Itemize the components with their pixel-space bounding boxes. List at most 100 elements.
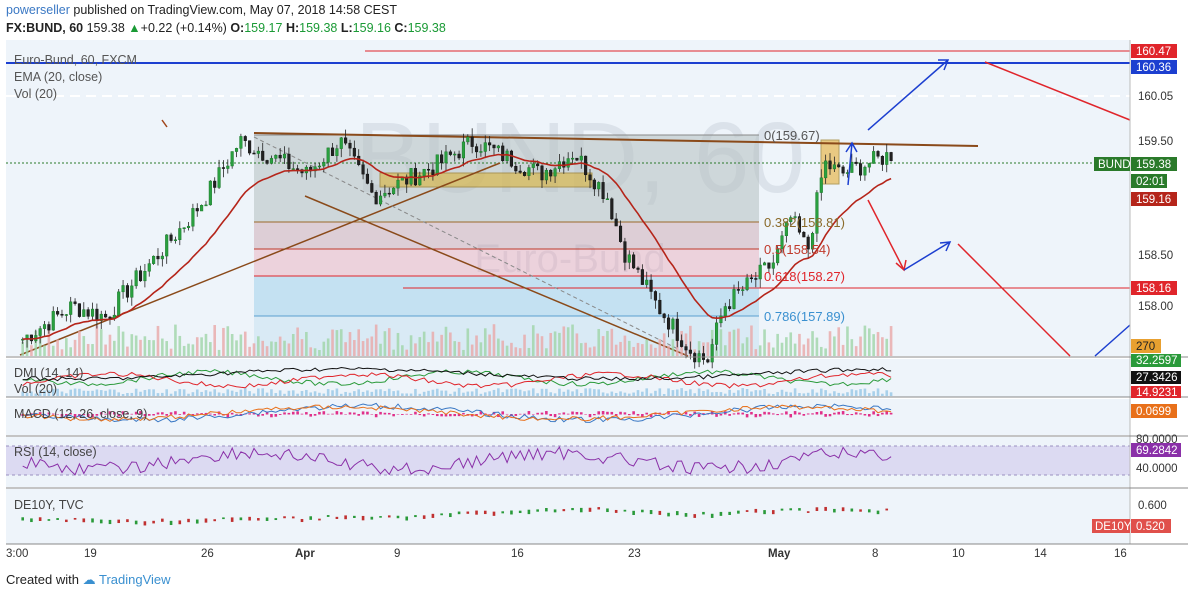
volume-bar bbox=[667, 388, 670, 396]
legend-main[interactable]: Euro-Bund, 60, FXCM bbox=[14, 53, 137, 67]
candle-body bbox=[645, 279, 649, 285]
volume-bar bbox=[296, 327, 299, 356]
candle-body bbox=[771, 262, 775, 269]
de10y-candle bbox=[667, 512, 670, 517]
tag-low: 159.16 bbox=[1136, 194, 1171, 206]
legend-vol-2[interactable]: Vol (20) bbox=[14, 382, 57, 396]
legend-rsi[interactable]: RSI (14, close) bbox=[14, 445, 97, 459]
macd-histogram-bar bbox=[623, 412, 627, 415]
macd-histogram-bar bbox=[200, 413, 203, 415]
candle-body bbox=[789, 217, 793, 222]
tag-dmi-adx: 27.3426 bbox=[1136, 372, 1178, 384]
macd-histogram-bar bbox=[56, 414, 59, 415]
volume-bar bbox=[65, 338, 68, 356]
candle-body bbox=[426, 168, 431, 171]
macd-histogram-bar bbox=[414, 411, 417, 415]
candle-body bbox=[597, 182, 601, 190]
macd-histogram-bar bbox=[505, 413, 509, 415]
volume-bar bbox=[361, 391, 365, 396]
legend-de10y[interactable]: DE10Y, TVC bbox=[14, 498, 84, 512]
tradingview-link[interactable]: TradingView bbox=[99, 572, 171, 587]
volume-bar bbox=[291, 334, 295, 356]
macd-histogram-bar bbox=[213, 414, 217, 416]
legend-vol[interactable]: Vol (20) bbox=[14, 87, 57, 101]
volume-bar bbox=[462, 349, 465, 356]
volume-bar bbox=[758, 390, 762, 396]
macd-histogram-bar bbox=[540, 412, 544, 415]
volume-bar bbox=[134, 335, 138, 356]
legend-ema[interactable]: EMA (20, close) bbox=[14, 70, 102, 84]
red-arrow-down-3 bbox=[957, 243, 1071, 357]
tradingview-logo-icon[interactable]: ☁ bbox=[82, 572, 96, 587]
candle-body bbox=[714, 322, 719, 345]
volume-bar bbox=[226, 389, 230, 396]
candle-body bbox=[575, 157, 579, 161]
tick-de10y: 0.600 bbox=[1138, 500, 1167, 512]
candle-body bbox=[736, 289, 740, 291]
candle-body bbox=[29, 334, 33, 342]
macd-histogram-bar bbox=[147, 414, 151, 416]
macd-histogram-bar bbox=[283, 412, 286, 415]
macd-histogram-bar bbox=[702, 413, 705, 415]
high-value: 159.38 bbox=[299, 21, 338, 35]
volume-bar bbox=[56, 388, 59, 396]
de10y-candle bbox=[867, 509, 871, 513]
macd-histogram-bar bbox=[462, 412, 465, 415]
macd-histogram-bar bbox=[745, 414, 749, 418]
volume-bar bbox=[191, 344, 195, 356]
volume-bar bbox=[418, 393, 422, 396]
de10y-candle bbox=[684, 513, 688, 517]
volume-bar bbox=[793, 343, 797, 356]
created-with-text: Created with bbox=[6, 572, 79, 587]
candle-body bbox=[876, 151, 880, 157]
candle-body bbox=[710, 344, 714, 363]
tick-15850: 158.50 bbox=[1138, 250, 1173, 262]
volume-bar bbox=[335, 330, 339, 356]
volume-bar bbox=[510, 388, 513, 396]
de10y-candle bbox=[326, 515, 330, 517]
de10y-candle bbox=[38, 517, 42, 521]
volume-bar bbox=[38, 389, 42, 396]
volume-bar bbox=[562, 326, 566, 356]
fib-zone-618-786 bbox=[254, 276, 759, 316]
volume-bar bbox=[606, 330, 609, 356]
de10y-candle bbox=[641, 509, 644, 513]
volume-bar bbox=[841, 344, 845, 356]
volume-bar bbox=[763, 329, 766, 356]
candle-body bbox=[313, 166, 317, 172]
blue-arrowhead-small bbox=[845, 141, 858, 153]
volume-bar bbox=[671, 390, 675, 396]
volume-bar bbox=[859, 336, 862, 356]
falling-trendline bbox=[304, 195, 689, 357]
macd-histogram-bar bbox=[60, 414, 64, 417]
price-axis[interactable]: 160.47 160.36 160.05 159.50 BUND 159.38 … bbox=[1092, 44, 1181, 533]
candle-body bbox=[540, 165, 544, 181]
de10y-candle bbox=[693, 514, 697, 518]
de10y-candle bbox=[789, 508, 793, 511]
macd-histogram-bar bbox=[178, 414, 182, 415]
volume-bar bbox=[798, 393, 801, 396]
de10y-candle bbox=[82, 518, 86, 523]
volume-bar bbox=[108, 389, 112, 396]
macd-histogram-bar bbox=[453, 414, 457, 417]
tag-bund: 159.38 bbox=[1136, 159, 1171, 171]
de10y-candle bbox=[702, 511, 705, 515]
volume-bar bbox=[30, 345, 33, 356]
legend-macd[interactable]: MACD (12, 26, close, 9) bbox=[14, 407, 147, 421]
tag-bund-bg bbox=[1131, 157, 1177, 171]
time-tick: May bbox=[768, 548, 791, 560]
macd-histogram-bar bbox=[274, 414, 278, 417]
tag-macd-bg bbox=[1131, 404, 1177, 418]
volume-bar bbox=[226, 326, 230, 356]
volume-bar bbox=[645, 388, 649, 396]
time-axis[interactable]: 3:00 19 26 Apr 9 16 23 May 8 10 14 16 bbox=[6, 548, 1127, 560]
macd-histogram-bar bbox=[440, 414, 443, 417]
de10y-candle bbox=[841, 507, 845, 512]
macd-histogram-bar bbox=[771, 413, 775, 415]
author-link[interactable]: powerseller bbox=[6, 3, 70, 17]
volume-bar bbox=[527, 390, 531, 396]
legend-dmi[interactable]: DMI (14, 14) bbox=[14, 366, 83, 380]
volume-bar bbox=[627, 393, 631, 396]
volume-bar bbox=[296, 393, 299, 396]
